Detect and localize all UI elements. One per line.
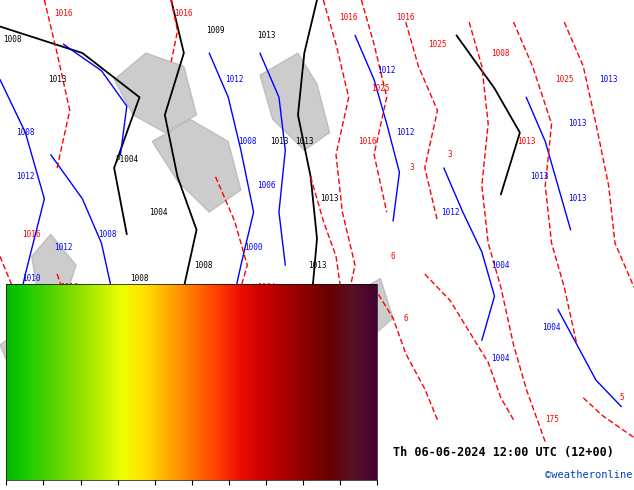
Text: 1008: 1008 — [105, 322, 124, 332]
Text: 1013: 1013 — [48, 75, 67, 84]
Text: 1004: 1004 — [542, 322, 561, 332]
Text: 1008: 1008 — [491, 49, 510, 57]
Text: 1010: 1010 — [22, 274, 41, 283]
Text: 1008: 1008 — [22, 371, 41, 380]
Text: 1013: 1013 — [295, 137, 314, 146]
Polygon shape — [0, 322, 51, 389]
Text: 1008: 1008 — [98, 230, 117, 239]
Text: 1013: 1013 — [320, 331, 339, 341]
Text: 1025: 1025 — [371, 84, 390, 93]
Text: 1025: 1025 — [555, 75, 574, 84]
Text: 1005: 1005 — [130, 362, 149, 371]
Text: 1012: 1012 — [54, 243, 73, 252]
Text: 1004: 1004 — [149, 208, 168, 217]
Text: 1016: 1016 — [22, 230, 41, 239]
Text: 1013: 1013 — [517, 137, 536, 146]
Text: 1016: 1016 — [54, 9, 73, 18]
Text: 1014: 1014 — [333, 371, 352, 380]
Text: 1013: 1013 — [599, 75, 618, 84]
Text: 1002: 1002 — [212, 322, 231, 332]
Text: 1013: 1013 — [67, 407, 86, 416]
Text: 1013: 1013 — [567, 119, 586, 128]
Text: 1013: 1013 — [529, 172, 548, 181]
Text: 1008: 1008 — [3, 35, 22, 44]
Text: 1013: 1013 — [567, 195, 586, 203]
Text: 1004: 1004 — [257, 283, 276, 292]
Text: 1013: 1013 — [29, 314, 48, 323]
Text: Th 06-06-2024 12:00 UTC (12+00): Th 06-06-2024 12:00 UTC (12+00) — [393, 446, 614, 459]
Text: Surface pressure Spread mean+σ [hPa] ECMWF: Surface pressure Spread mean+σ [hPa] ECM… — [6, 446, 306, 459]
Text: 1025: 1025 — [428, 40, 447, 49]
Text: 1013: 1013 — [276, 340, 295, 349]
Polygon shape — [114, 53, 197, 133]
Text: 1013: 1013 — [307, 261, 327, 270]
Text: 1009: 1009 — [206, 26, 225, 35]
Text: 5: 5 — [619, 393, 624, 402]
Text: 1000: 1000 — [181, 411, 200, 420]
Text: 1012: 1012 — [377, 66, 396, 75]
Text: 1008: 1008 — [130, 274, 149, 283]
Text: 1014: 1014 — [225, 416, 244, 424]
Text: 1002: 1002 — [231, 367, 250, 376]
Text: 1012: 1012 — [441, 208, 460, 217]
Text: 1005: 1005 — [73, 353, 92, 363]
Text: 1016: 1016 — [60, 283, 79, 292]
Text: 6: 6 — [391, 252, 396, 261]
Text: 1016: 1016 — [174, 9, 193, 18]
Text: 1016: 1016 — [396, 13, 415, 22]
Text: 1006: 1006 — [257, 181, 276, 190]
Text: 1008: 1008 — [130, 407, 149, 416]
Text: 1008: 1008 — [16, 128, 35, 137]
Text: 1004: 1004 — [491, 353, 510, 363]
Text: 1008: 1008 — [86, 376, 105, 385]
Text: 1000: 1000 — [244, 243, 263, 252]
Text: 1000: 1000 — [307, 411, 327, 420]
Text: 1016: 1016 — [358, 137, 377, 146]
Text: 1013: 1013 — [269, 137, 288, 146]
Polygon shape — [260, 53, 330, 150]
Polygon shape — [342, 278, 393, 341]
Text: 175: 175 — [545, 416, 559, 424]
Text: 3: 3 — [448, 150, 453, 159]
Text: 1012: 1012 — [16, 172, 35, 181]
Text: ©weatheronline.co.uk: ©weatheronline.co.uk — [545, 469, 634, 480]
Text: 1008: 1008 — [193, 261, 212, 270]
Text: 1008: 1008 — [238, 137, 257, 146]
Polygon shape — [152, 120, 241, 212]
Text: 1013: 1013 — [257, 31, 276, 40]
Text: 1013: 1013 — [320, 195, 339, 203]
Text: 1004: 1004 — [491, 261, 510, 270]
Text: 3: 3 — [410, 164, 415, 172]
Polygon shape — [32, 234, 76, 305]
Text: 1012: 1012 — [225, 75, 244, 84]
Text: P1004: P1004 — [115, 155, 138, 164]
Text: 1012: 1012 — [396, 128, 415, 137]
Text: 1016: 1016 — [339, 13, 358, 22]
Text: 6: 6 — [403, 314, 408, 323]
Text: 1013: 1013 — [41, 420, 60, 429]
